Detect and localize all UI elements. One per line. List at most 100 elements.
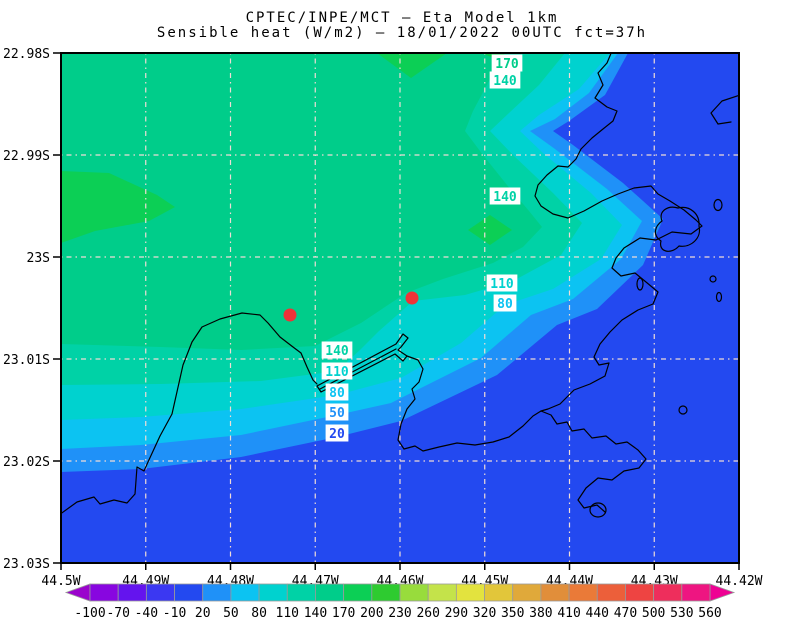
coastlines	[61, 53, 739, 518]
contour-label-text: 50	[329, 406, 345, 421]
colorbar-segment	[540, 583, 570, 602]
colorbar-value-label: 290	[445, 606, 468, 618]
contour-label: 110	[321, 362, 353, 380]
contour-label-text: 140	[493, 190, 517, 205]
station-marker-dot	[405, 291, 419, 305]
colorbar-segment	[258, 583, 288, 602]
colorbar-segment	[230, 583, 260, 602]
colorbar-value-label: 560	[698, 606, 721, 618]
contour-label-box	[491, 54, 523, 72]
contour-label-box	[489, 71, 521, 89]
contour-label: 20	[325, 424, 349, 442]
coastline-south-bay	[397, 355, 647, 513]
islet	[678, 405, 688, 415]
colorbar-segment	[653, 583, 683, 602]
contour-label: 170	[491, 54, 523, 72]
colorbar-legend: -100 -70 -40 -10 20 50 80 110 140 170 200 230 260 290…	[64, 583, 736, 618]
contour-label: 50	[325, 403, 349, 421]
coastline-top-right	[710, 94, 739, 125]
colorbar-value-label: 500	[642, 606, 665, 618]
colorbar-value-label: 20	[195, 606, 211, 618]
contour-label: 110	[486, 274, 518, 292]
colorbar-value-label: 470	[614, 606, 637, 618]
coastline-west	[61, 312, 318, 515]
contour-label-box	[321, 341, 353, 359]
colorbar-segment	[568, 583, 598, 602]
lat-tick-label: 23.03S	[3, 557, 50, 572]
colorbar-segment	[202, 583, 232, 602]
colorbar-segment	[596, 583, 626, 602]
colorbar-segment	[625, 583, 655, 602]
colorbar-segment	[145, 583, 175, 602]
contour-label-box	[489, 187, 521, 205]
colorbar-value-label: -70	[106, 606, 129, 618]
colorbar-segment	[512, 583, 542, 602]
contour-label-box	[493, 294, 517, 312]
colorbar-value-label: 440	[586, 606, 609, 618]
colorbar-segment	[343, 583, 373, 602]
colorbar-value-label: 530	[670, 606, 693, 618]
colorbar-value-label: 170	[332, 606, 355, 618]
colorbar-value-label: 140	[304, 606, 327, 618]
contour-label-text: 80	[329, 386, 345, 401]
colorbar-segment	[427, 583, 457, 602]
colorbar-segment	[455, 583, 485, 602]
contour-label: 140	[321, 341, 353, 359]
colorbar-segment	[117, 583, 147, 602]
contour-label: 140	[489, 187, 521, 205]
band-green-170-200	[61, 171, 175, 243]
contour-label-text: 110	[490, 277, 514, 292]
colorbar-segment	[89, 583, 119, 602]
band-green-diamond	[468, 215, 512, 245]
colorbar-value-label: 380	[529, 606, 552, 618]
lat-tick-label: 23.01S	[3, 353, 50, 368]
contour-label-text: 110	[325, 365, 349, 380]
plot-subtitle: Sensible heat (W/m2) — 18/01/2022 00UTC …	[157, 25, 647, 41]
station-markers	[283, 291, 419, 322]
colorbar-value-label: 350	[501, 606, 524, 618]
contour-label-text: 140	[493, 74, 517, 89]
contour-labels: 170 140 140 110 80 140 110 80 50 20	[321, 54, 523, 442]
colorbar-value-label: -10	[163, 606, 186, 618]
lat-tick-label: 23.02S	[3, 455, 50, 470]
colorbar-value-label: 230	[388, 606, 411, 618]
lon-tick-label: 44.42W	[716, 574, 763, 589]
contour-label-text: 170	[495, 57, 519, 72]
islet	[715, 291, 723, 303]
islet	[636, 277, 644, 291]
lat-tick-label: 23S	[27, 251, 50, 266]
lat-tick-label: 22.98S	[3, 47, 50, 62]
map-plot: 170 140 140 110 80 140 110 80 50 20	[61, 53, 739, 563]
contour-label-box	[486, 274, 518, 292]
colorbar-value-label: 200	[360, 606, 383, 618]
islet	[713, 198, 723, 212]
colorbar-value-label: 320	[473, 606, 496, 618]
contour-label: 80	[325, 383, 349, 401]
contour-label: 80	[493, 294, 517, 312]
contour-label-box	[325, 424, 349, 442]
colorbar-value-label: -40	[135, 606, 158, 618]
coastline-east	[534, 53, 703, 412]
colorbar-value-label: 410	[557, 606, 580, 618]
colorbar-segment	[371, 583, 401, 602]
contour-label-box	[321, 362, 353, 380]
colorbar-value-label: 80	[251, 606, 267, 618]
colorbar-value-label: 50	[223, 606, 239, 618]
islet	[709, 275, 717, 283]
colorbar-segment	[286, 583, 316, 602]
contour-label: 140	[489, 71, 521, 89]
island-outline	[654, 206, 701, 252]
colorbar-segment	[174, 583, 204, 602]
colorbar-segment	[315, 583, 345, 602]
colorbar-segment	[681, 583, 711, 602]
colorbar-value-label: 110	[276, 606, 299, 618]
contour-label-box	[325, 403, 349, 421]
runway-outline	[316, 333, 409, 393]
colorbar-segment	[484, 583, 514, 602]
contour-label-text: 20	[329, 427, 345, 442]
colorbar-value-label: -100	[74, 606, 105, 618]
station-marker-dot	[283, 308, 297, 322]
contour-label-box	[325, 383, 349, 401]
